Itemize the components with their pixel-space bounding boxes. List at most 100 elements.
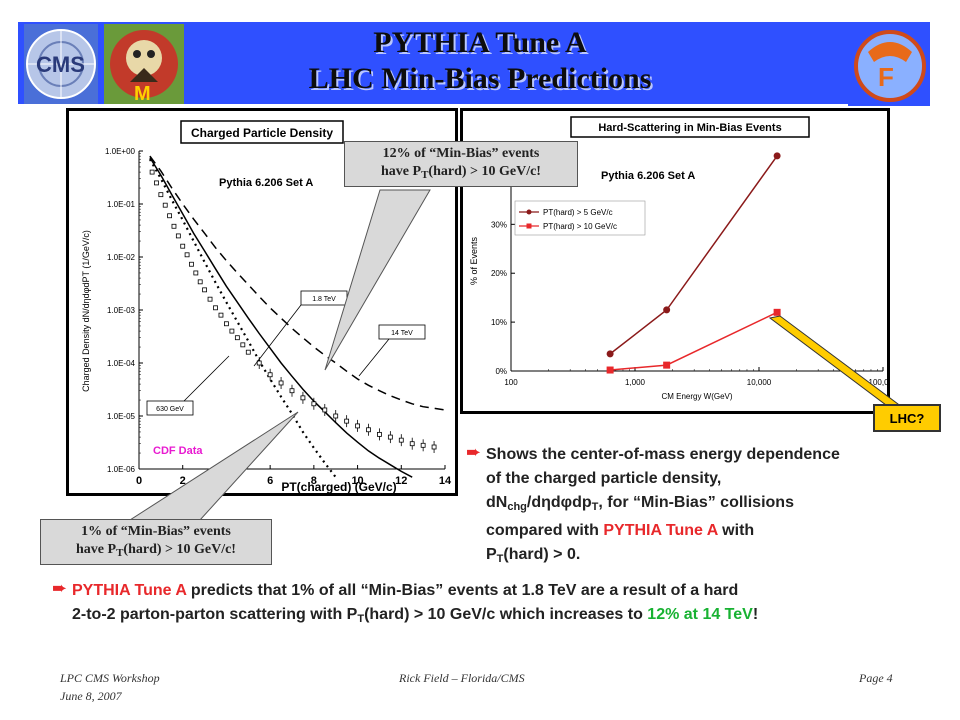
svg-text:F: F xyxy=(878,62,894,92)
chart1-y-tick-label: 1.0E-05 xyxy=(107,412,136,421)
chart1-series-dashed xyxy=(149,155,446,411)
hard-scattering-chart: Hard-Scattering in Min-Bias Events Pythia… xyxy=(469,116,898,401)
chart1-y-tick-label: 1.0E-04 xyxy=(107,359,136,368)
chart1-label-box-14tev xyxy=(378,324,426,340)
chart1-data-point xyxy=(409,441,415,447)
chart2-y-tick-label: 30% xyxy=(491,220,507,229)
top-callout: 12% of “Min-Bias” events have PT(hard) >… xyxy=(344,141,578,187)
chart2-legend-label: PT(hard) > 5 GeV/c xyxy=(543,208,613,217)
chart1-data-point xyxy=(344,418,350,424)
chart2-y-tick-label: 10% xyxy=(491,318,507,327)
chart1-data-point xyxy=(289,388,295,394)
chart1-y-tick-label: 1.0E+00 xyxy=(105,147,136,156)
chart2-data-point xyxy=(663,306,671,314)
chart1-data-point xyxy=(234,335,240,341)
chart1-data-point xyxy=(162,202,168,208)
chart1-data-point xyxy=(149,169,155,175)
top-callout-pointer xyxy=(324,189,431,371)
chart2-x-tick-label: 100,000 xyxy=(869,378,887,387)
chart2-data-point xyxy=(773,308,781,316)
chart1-leader-14tev xyxy=(358,338,390,377)
slide-title-line2: LHC Min-Bias Predictions xyxy=(308,62,652,95)
chart1-y-tick-label: 1.0E-02 xyxy=(107,253,136,262)
chart2-x-tick-label: 10,000 xyxy=(747,378,772,387)
chart2-title: Hard-Scattering in Min-Bias Events xyxy=(598,122,781,134)
chart1-annotation: CDF Data xyxy=(153,445,203,457)
florida-logo: F xyxy=(848,22,930,106)
footer-page-number: Page 4 xyxy=(859,671,893,685)
chart1-data-point xyxy=(278,380,284,386)
chart1-x-tick-label: 10 xyxy=(351,475,363,487)
chart2-y-tick-label: 20% xyxy=(491,269,507,278)
chart1-data-point xyxy=(322,407,328,413)
note-energy-dependence: Shows the center-of-mass energy dependen… xyxy=(486,446,840,565)
chart1-data-point xyxy=(175,233,181,239)
chart2-x-tick-label: 1,000 xyxy=(625,378,646,387)
chart2-x-tick-label: 100 xyxy=(504,378,518,387)
chart1-series-solid xyxy=(149,157,413,478)
chart1-data-point xyxy=(377,431,382,437)
chart1-label-box-630gev xyxy=(146,400,194,416)
chart1-label-18tev: 1.8 TeV xyxy=(312,296,336,303)
bottom-callout: 1% of “Min-Bias” events have PT(hard) > … xyxy=(40,519,272,565)
chart1-x-tick-label: 2 xyxy=(180,475,186,487)
chart1-y-tick-label: 1.0E-03 xyxy=(107,306,136,315)
chart1-x-tick-label: 6 xyxy=(267,475,273,487)
chart1-data-point xyxy=(213,305,218,311)
chart1-data-point xyxy=(398,437,404,443)
chart1-x-tick-label: 0 xyxy=(136,475,142,487)
footer-workshop: LPC CMS Workshop xyxy=(60,671,160,685)
chart1-data-point xyxy=(197,279,203,285)
chart1-label-14tev: 14 TeV xyxy=(391,330,413,337)
hard-scattering-panel: Hard-Scattering in Min-Bias Events Pythia… xyxy=(460,108,898,414)
svg-text:CMS: CMS xyxy=(36,52,85,77)
chart1-data-point xyxy=(245,349,251,355)
chart1-data-point xyxy=(300,395,306,401)
footer-author: Rick Field – Florida/CMS xyxy=(399,671,525,685)
chart1-data-point xyxy=(311,401,317,407)
note-prediction: PYTHIA Tune A predicts that 1% of all “M… xyxy=(72,582,759,625)
arrow-bullet-icon: ➨ xyxy=(466,442,482,462)
chart1-data-point xyxy=(189,261,194,267)
chart2-x-label: CM Energy W(GeV) xyxy=(661,392,732,401)
chart1-x-label: PT(charged) (GeV/c) xyxy=(281,480,396,493)
cms-logo: CMS xyxy=(24,24,98,104)
slide-title-line1: PYTHIA Tune A xyxy=(373,26,587,59)
lhc-pointer xyxy=(768,315,899,409)
chart1-y-tick-label: 1.0E-06 xyxy=(107,465,136,474)
chart2-data-point xyxy=(663,361,671,369)
chart1-y-label: Charged Density dN/dηdφdPT (1/GeV/c) xyxy=(81,230,91,392)
chart2-y-tick-label: 0% xyxy=(495,367,507,376)
arrow-bullet-icon: ➨ xyxy=(52,578,68,598)
chart2-legend-marker xyxy=(526,223,532,229)
footer-date: June 8, 2007 xyxy=(60,689,122,703)
chart1-data-point xyxy=(229,328,235,334)
chart1-data-point xyxy=(180,243,186,249)
chart1-data-point xyxy=(202,287,207,293)
chart1-x-tick-label: 14 xyxy=(439,475,452,487)
chart1-leader-18tev xyxy=(253,304,302,367)
chart2-legend-marker xyxy=(526,209,532,215)
chart2-legend xyxy=(514,200,646,236)
chart1-data-point xyxy=(218,312,224,318)
chart1-x-tick-label: 8 xyxy=(311,475,317,487)
chart1-data-point xyxy=(256,360,262,366)
chart1-data-point xyxy=(240,342,246,348)
chart2-data-point xyxy=(773,152,781,160)
chart1-data-point xyxy=(158,192,164,198)
lhc-callout: LHC? xyxy=(873,404,941,432)
chart1-data-point xyxy=(224,321,229,327)
chart1-title: Charged Particle Density xyxy=(191,126,333,140)
chart1-data-point xyxy=(154,180,159,186)
chart2-data-point xyxy=(606,366,614,374)
chart1-data-point xyxy=(366,427,371,433)
chart1-x-tick-label: 12 xyxy=(395,475,407,487)
chart1-data-point xyxy=(267,372,273,378)
chart1-data-point xyxy=(431,444,437,450)
chart1-data-point xyxy=(207,296,213,302)
mascot-logo: M xyxy=(104,24,184,104)
chart2-title-box xyxy=(570,116,810,138)
chart2-data-point xyxy=(606,350,614,358)
chart1-y-tick-label: 1.0E-01 xyxy=(107,200,136,209)
